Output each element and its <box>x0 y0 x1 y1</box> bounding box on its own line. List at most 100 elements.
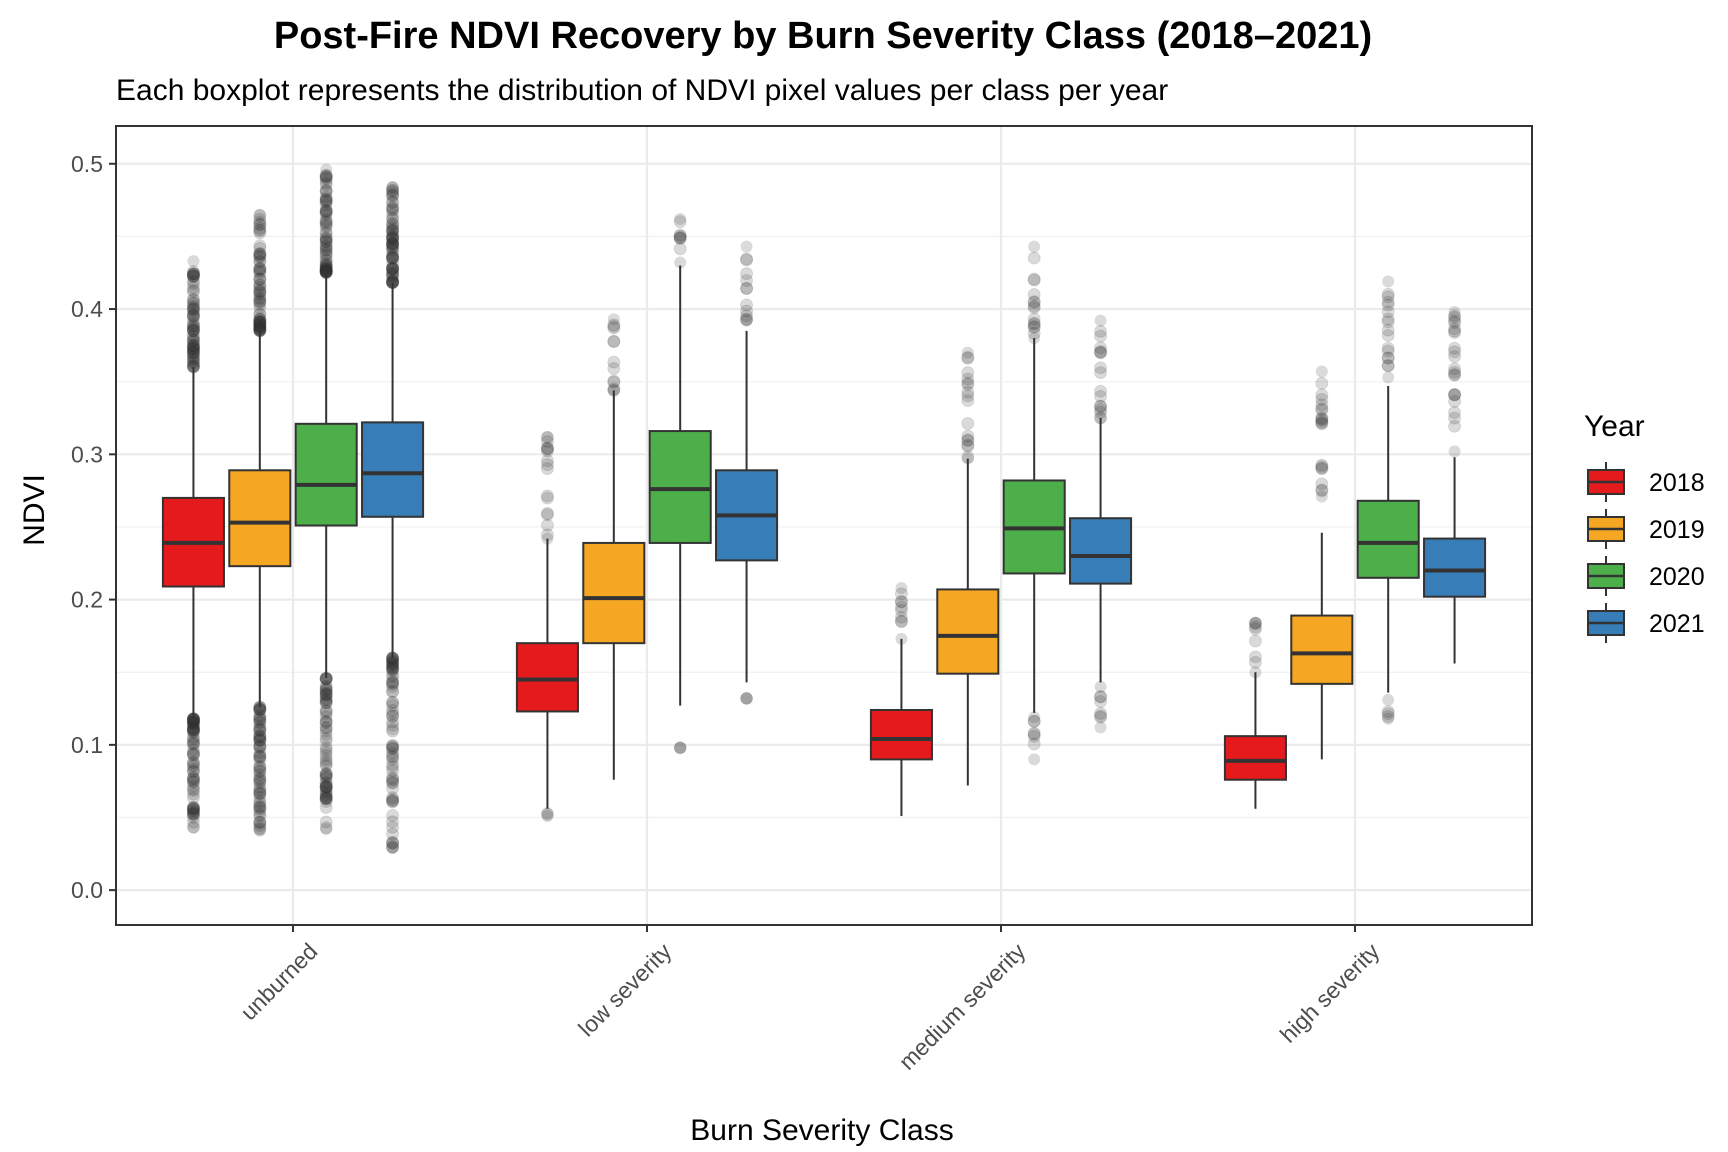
outlier-point <box>673 242 687 256</box>
outlier-point <box>253 740 267 754</box>
box-2020-low-severity <box>648 212 712 755</box>
outlier-point <box>961 346 974 359</box>
outlier-point <box>1315 411 1329 425</box>
outlier-point <box>386 764 400 778</box>
outlier-point <box>319 243 333 257</box>
outlier-point <box>386 752 400 766</box>
outlier-point <box>386 227 400 241</box>
outlier-point <box>740 281 754 295</box>
legend-item-2020: 2020 <box>1587 556 1705 596</box>
outlier-point <box>186 807 200 821</box>
outlier-point <box>740 252 754 266</box>
outlier-point <box>1381 290 1395 304</box>
outlier-point <box>319 780 333 794</box>
outlier-point <box>1027 730 1041 744</box>
outlier-point <box>1248 617 1262 631</box>
outlier-point <box>319 168 333 182</box>
outlier-point <box>253 739 267 753</box>
outlier-point <box>186 302 200 316</box>
outlier-point <box>186 308 200 322</box>
outlier-point <box>253 815 267 829</box>
outlier-point <box>253 247 267 261</box>
outlier-point <box>319 234 333 248</box>
outlier-point <box>386 256 400 270</box>
outlier-point <box>1448 341 1462 355</box>
outlier-point <box>1248 620 1262 634</box>
outlier-point <box>186 316 200 330</box>
outlier-point <box>253 748 267 762</box>
outlier-point <box>319 789 333 803</box>
outlier-point <box>319 721 333 735</box>
outlier-point <box>253 294 267 308</box>
outlier-point <box>673 229 687 243</box>
outlier-point <box>894 603 908 617</box>
outlier-point <box>1448 388 1462 402</box>
outlier-point <box>961 372 975 386</box>
outlier-point <box>386 662 400 676</box>
outlier-point <box>1027 301 1041 315</box>
outlier-point <box>1381 359 1395 373</box>
outlier-point <box>961 394 975 408</box>
outlier-point <box>1027 714 1041 728</box>
legend-label: 2019 <box>1649 516 1705 544</box>
outlier-point <box>319 792 333 806</box>
iqr-box <box>582 541 646 645</box>
outlier-point <box>1248 616 1262 630</box>
outlier-point <box>386 781 400 795</box>
outlier-point <box>253 733 267 747</box>
outlier-point <box>386 263 400 277</box>
outlier-point <box>253 315 267 329</box>
outlier-point <box>386 757 400 771</box>
outlier-point <box>186 346 200 360</box>
outlier-point <box>386 263 400 277</box>
chart-subtitle: Each boxplot represents the distribution… <box>116 74 1168 107</box>
outlier-point <box>253 212 267 226</box>
outlier-point <box>386 224 400 238</box>
outlier-point <box>253 799 267 813</box>
outlier-point <box>1448 368 1462 382</box>
outlier-point <box>1382 712 1395 725</box>
outlier-point <box>1315 461 1329 475</box>
outlier-point <box>386 674 400 688</box>
outlier-point <box>1094 709 1108 723</box>
x-axis-title: Burn Severity Class <box>690 1114 953 1147</box>
box-2020-medium-severity <box>1002 240 1066 766</box>
outlier-point <box>253 816 267 830</box>
outlier-point <box>607 319 621 333</box>
outlier-point <box>1448 345 1462 359</box>
outlier-point <box>319 214 333 228</box>
outlier-point <box>253 221 267 235</box>
outlier-point <box>186 267 200 281</box>
outlier-point <box>253 312 267 326</box>
outlier-point <box>386 773 400 787</box>
outlier-point <box>253 733 267 747</box>
outlier-point <box>253 272 267 286</box>
outlier-point <box>386 250 400 264</box>
outlier-point <box>186 748 200 762</box>
outlier-point <box>253 295 267 309</box>
outlier-point <box>319 170 333 184</box>
outlier-point <box>319 243 333 257</box>
outlier-point <box>319 784 333 798</box>
outlier-point <box>319 815 333 829</box>
box-2018-unburned <box>161 255 225 834</box>
outlier-point <box>961 389 975 403</box>
outlier-point <box>1315 484 1329 498</box>
outlier-point <box>1381 315 1395 329</box>
box-2019-medium-severity <box>936 346 1000 786</box>
outlier-point <box>1315 388 1329 402</box>
outlier-point <box>186 323 200 337</box>
x-tick-label: low severity <box>573 938 677 1042</box>
outlier-point <box>386 661 400 675</box>
outlier-point <box>1315 403 1329 417</box>
outlier-point <box>186 280 200 294</box>
outlier-point <box>1027 251 1041 265</box>
outlier-point <box>186 723 200 737</box>
outlier-point <box>1448 325 1462 339</box>
outlier-point <box>253 249 267 263</box>
outlier-point <box>386 244 400 258</box>
outlier-point <box>319 260 333 274</box>
outlier-point <box>386 237 400 251</box>
outlier-point <box>607 375 621 389</box>
outlier-point <box>961 385 975 399</box>
